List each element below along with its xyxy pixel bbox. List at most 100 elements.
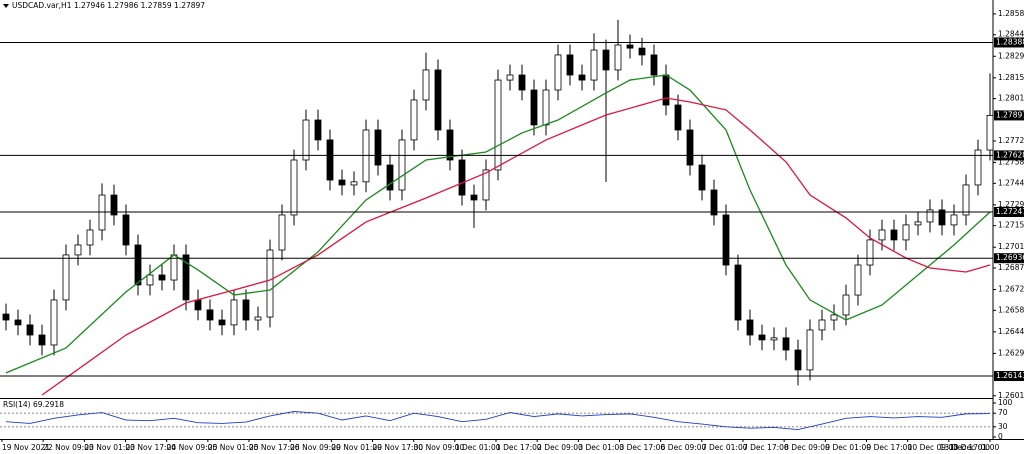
candle-body	[230, 299, 238, 326]
candle-body	[26, 324, 34, 336]
candle-body	[458, 159, 466, 196]
level-label: 1.27247	[996, 207, 1024, 216]
candle-body	[566, 54, 574, 76]
candle-body	[266, 249, 274, 318]
candle-body	[854, 264, 862, 296]
level-label-box	[994, 206, 1024, 217]
rsi-tick-label: 30	[998, 422, 1008, 431]
candle-body	[710, 189, 718, 216]
candle-body	[38, 334, 46, 346]
candle-body	[890, 229, 898, 241]
y-tick-label: 1.27440	[998, 178, 1024, 187]
y-tick-label: 1.28440	[998, 30, 1024, 39]
level-label: 1.26936	[996, 253, 1024, 262]
candle-body	[578, 74, 586, 81]
candle-body	[806, 329, 814, 371]
candle-body	[86, 229, 94, 246]
candle-body	[446, 129, 454, 161]
candle-body	[482, 169, 490, 201]
candle-body	[410, 99, 418, 141]
x-tick-label: 9 Dec 17:00	[867, 443, 913, 452]
x-tick-label: 19 Nov 2021	[2, 443, 50, 452]
x-tick-label: 25 Nov 17:00	[249, 443, 300, 452]
y-tick-label: 1.27155	[998, 221, 1024, 230]
candle-body	[542, 89, 550, 126]
candle-body	[50, 299, 58, 346]
rsi-title: RSI(14) 69.2918	[3, 400, 64, 409]
x-tick-label: 1 Dec 01:00	[455, 443, 501, 452]
candle-body	[842, 294, 850, 316]
candle-body	[926, 209, 934, 223]
candle-body	[254, 316, 262, 321]
x-tick-label: 29 Nov 17:00	[373, 443, 424, 452]
candle-body	[350, 181, 358, 186]
candle-body	[674, 104, 682, 131]
candle-body	[602, 49, 610, 71]
candle-body	[830, 314, 838, 321]
rsi-tick-label: 70	[998, 408, 1008, 417]
candle-body	[290, 159, 298, 216]
candle-body	[530, 89, 538, 126]
x-tick-label: 6 Dec 09:00	[661, 443, 707, 452]
x-tick-label: 8 Dec 09:00	[784, 443, 830, 452]
y-tick-label: 1.27010	[998, 242, 1024, 251]
candle-body	[626, 44, 634, 49]
y-tick-label: 1.27295	[998, 200, 1024, 209]
y-tick-label: 1.26870	[998, 263, 1024, 272]
candle-body	[62, 254, 70, 301]
x-tick-label: 2 Dec 09:00	[537, 443, 583, 452]
candle-body	[122, 214, 130, 246]
candle-body	[938, 209, 946, 226]
candle-body	[302, 119, 310, 161]
candle-body	[734, 264, 742, 321]
candle-body	[614, 44, 622, 71]
candle-body	[686, 129, 694, 166]
candle-body	[698, 164, 706, 191]
candle-body	[218, 319, 226, 326]
candle-body	[974, 149, 982, 186]
last-price-label: 1.27897	[996, 110, 1024, 119]
candle-body	[770, 337, 778, 341]
x-tick-label: 23 Nov 17:00	[126, 443, 177, 452]
level-label-box	[994, 253, 1024, 264]
x-tick-label: 1 Dec 17:00	[496, 443, 542, 452]
x-tick-label: 3 Dec 01:00	[578, 443, 624, 452]
candle-body	[818, 319, 826, 331]
candle-body	[722, 214, 730, 266]
level-label-box	[994, 37, 1024, 48]
x-tick-label: 26 Nov 09:00	[290, 443, 341, 452]
x-tick-label: 25 Nov 01:00	[208, 443, 259, 452]
candle-body	[98, 194, 106, 231]
x-tick-label: 7 Dec 01:00	[702, 443, 748, 452]
candle-body	[662, 74, 670, 106]
rsi-tick-label: 0	[998, 432, 1003, 441]
rsi-line	[5, 411, 991, 430]
candle-body	[986, 115, 993, 151]
candle-body	[338, 179, 346, 186]
candle-body	[242, 299, 250, 321]
candle-body	[470, 194, 478, 201]
candle-body	[194, 299, 202, 311]
candle-body	[278, 214, 286, 251]
candle-body	[518, 74, 526, 91]
y-tick-label: 1.26010	[998, 391, 1024, 400]
candle-body	[398, 139, 406, 191]
candle-body	[902, 224, 910, 241]
candle-body	[506, 74, 514, 81]
x-tick-label: 9 Dec 01:00	[825, 443, 871, 452]
candle-body	[782, 337, 790, 351]
candle-body	[74, 244, 82, 256]
x-tick-label: 30 Nov 09:00	[414, 443, 465, 452]
candle-body	[434, 69, 442, 131]
y-tick-label: 1.27580	[998, 158, 1024, 167]
level-label: 1.27628	[996, 150, 1024, 159]
candle-body	[2, 313, 10, 321]
candle-body	[554, 54, 562, 91]
y-tick-label: 1.26725	[998, 285, 1024, 294]
x-tick-label: 3 Dec 17:00	[620, 443, 666, 452]
candle-body	[878, 229, 886, 241]
candle-body	[386, 164, 394, 191]
level-label-box	[994, 371, 1024, 382]
